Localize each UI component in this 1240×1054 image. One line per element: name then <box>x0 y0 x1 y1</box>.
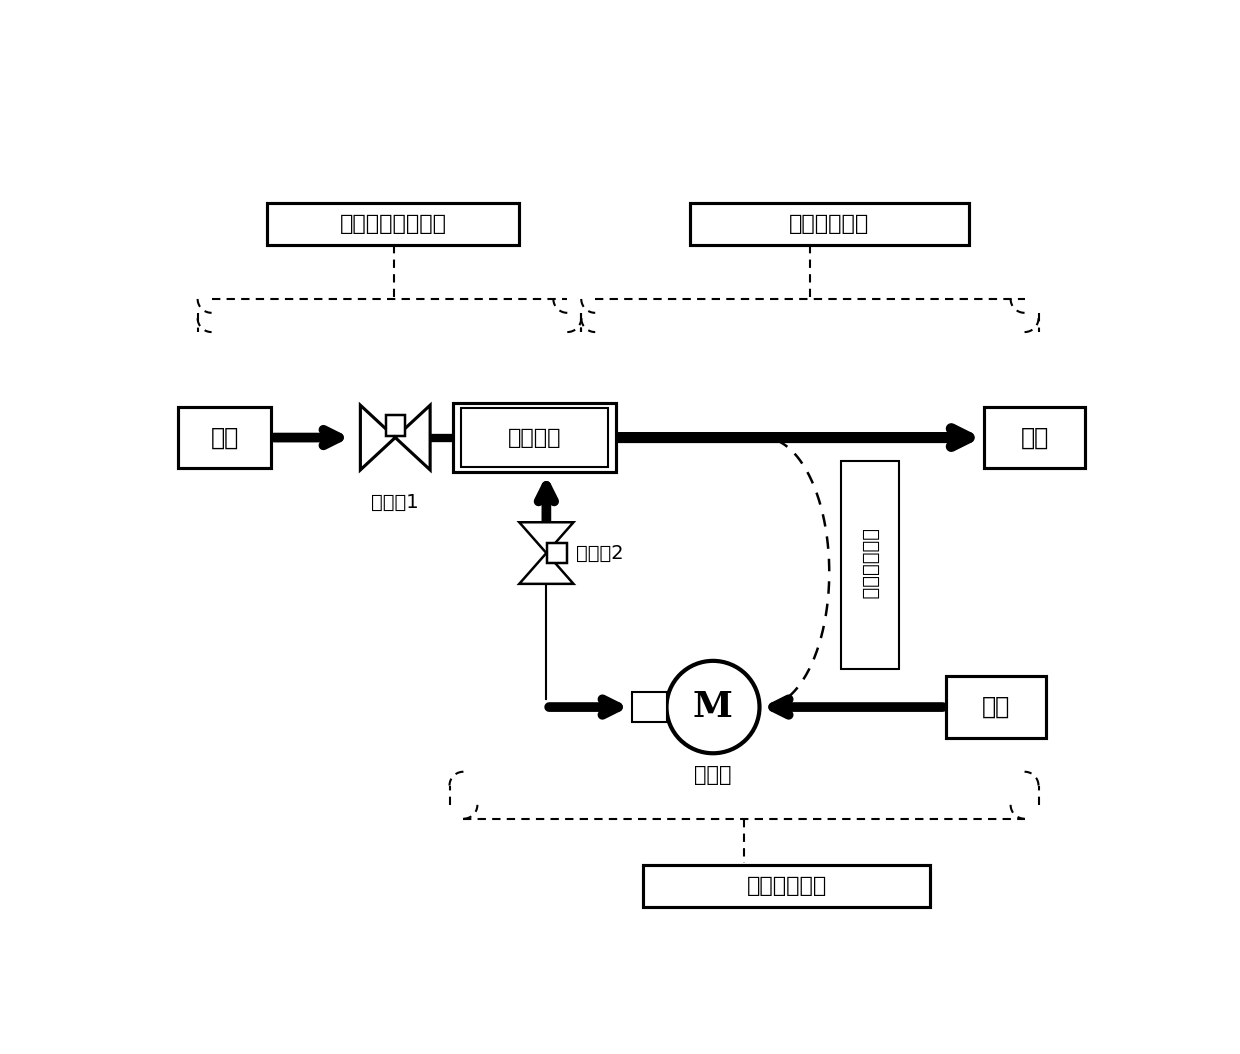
Text: M: M <box>693 690 733 724</box>
Text: 出堆: 出堆 <box>982 695 1011 719</box>
Bar <box>461 408 609 467</box>
Polygon shape <box>396 405 430 470</box>
Bar <box>631 692 667 722</box>
Text: 气体入堆支路: 气体入堆支路 <box>789 214 869 234</box>
Bar <box>179 407 272 468</box>
Bar <box>268 202 520 246</box>
Polygon shape <box>361 405 396 470</box>
Bar <box>454 403 616 472</box>
Text: 调压装置: 调压装置 <box>508 428 562 448</box>
Polygon shape <box>520 523 573 553</box>
Bar <box>841 461 899 668</box>
Text: 循环泵: 循环泵 <box>694 765 732 785</box>
Bar <box>547 544 567 563</box>
Bar <box>689 202 968 246</box>
Text: 氢气入口调压支路: 氢气入口调压支路 <box>340 214 446 234</box>
Bar <box>985 407 1085 468</box>
Bar <box>644 865 930 907</box>
Text: 氢气: 氢气 <box>211 426 239 450</box>
Bar <box>945 677 1047 738</box>
Text: 电磁阀1: 电磁阀1 <box>372 493 419 512</box>
Text: 气体出堆支路: 气体出堆支路 <box>746 876 827 896</box>
Polygon shape <box>520 553 573 584</box>
Circle shape <box>667 661 759 754</box>
Text: 气体循环支路: 气体循环支路 <box>861 529 879 600</box>
Text: 电磁阀2: 电磁阀2 <box>575 544 624 563</box>
Bar <box>386 415 405 436</box>
Text: 入堆: 入堆 <box>1021 426 1049 450</box>
